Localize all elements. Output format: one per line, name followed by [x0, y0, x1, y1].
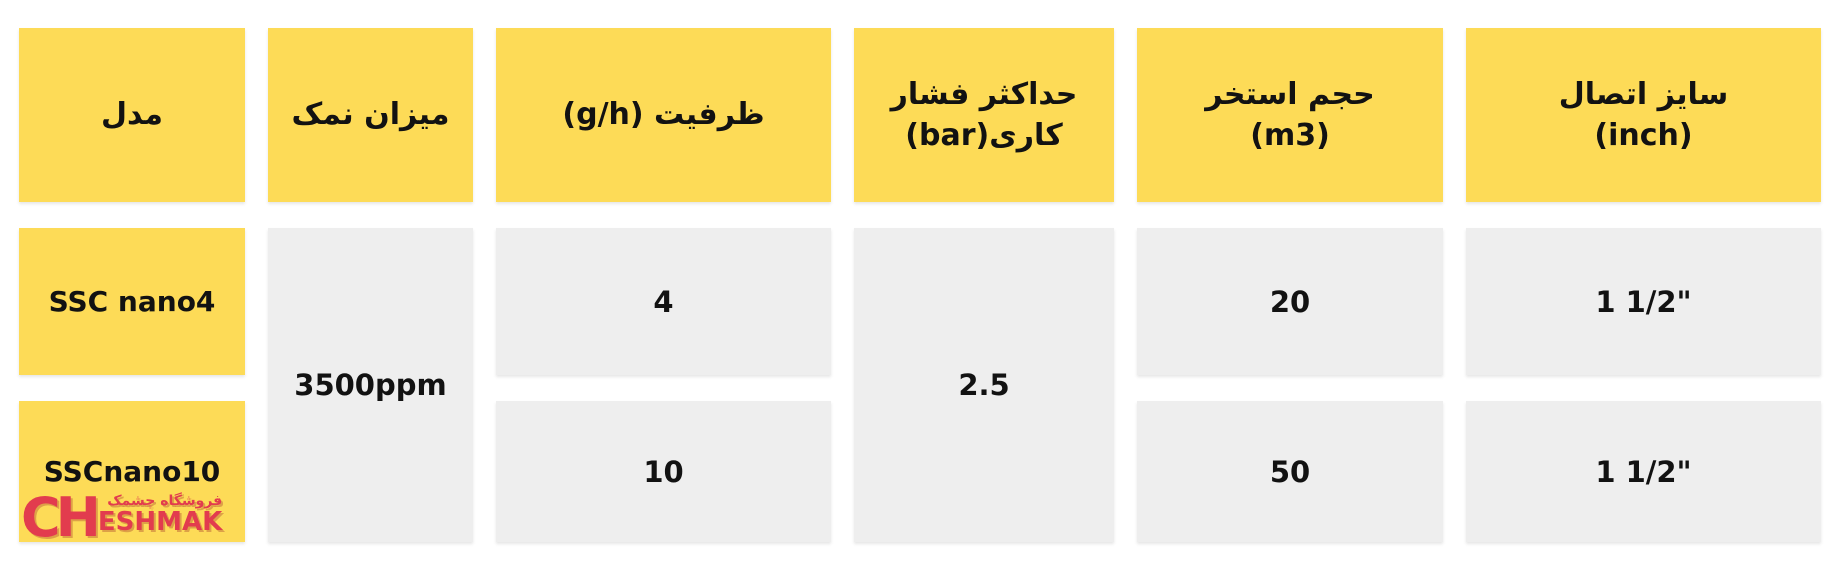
- header-connection-size-line1: سایز اتصال: [1558, 76, 1729, 112]
- cell-connection-size-row2: 1 1/2": [1466, 401, 1821, 542]
- cell-capacity-row2: 10: [496, 401, 831, 542]
- header-model-label: مدل: [101, 97, 163, 133]
- header-model: مدل: [19, 28, 245, 202]
- header-pool-volume-line1: حجم استخر: [1205, 76, 1375, 112]
- header-capacity: ظرفیت (g/h): [496, 28, 831, 202]
- connection-size-value: 1 1/2": [1595, 284, 1692, 319]
- cheshmak-logo-tagline: فروشگاه چشمک: [107, 493, 223, 509]
- cheshmak-logo: CH فروشگاه چشمک ESHMAK: [21, 486, 223, 549]
- cheshmak-logo-eshmak: ESHMAK: [97, 507, 223, 538]
- connection-size-value: 1 1/2": [1595, 454, 1692, 489]
- header-max-pressure-line1: حداکثر فشار: [890, 76, 1078, 112]
- pool-volume-value: 20: [1269, 284, 1311, 319]
- salt-level-value: 3500ppm: [294, 368, 447, 402]
- cell-pool-volume-row2: 50: [1137, 401, 1443, 542]
- cell-connection-size-row1: 1 1/2": [1466, 228, 1821, 375]
- header-salt-level-label: میزان نمک: [291, 97, 450, 133]
- model-name: SSCnano10: [43, 455, 221, 488]
- header-salt-level: میزان نمک: [268, 28, 473, 202]
- cheshmak-logo-ch: CH: [21, 486, 101, 549]
- model-name: SSC nano4: [48, 285, 216, 318]
- header-max-pressure: حداکثر فشار کاری(bar): [854, 28, 1114, 202]
- cell-salt-level-merged: 3500ppm: [268, 228, 473, 542]
- capacity-value: 10: [643, 454, 684, 489]
- cell-pool-volume-row1: 20: [1137, 228, 1443, 375]
- cell-model-row1: SSC nano4: [19, 228, 245, 375]
- header-connection-size: سایز اتصال (inch): [1466, 28, 1821, 202]
- spec-table: مدل میزان نمک ظرفیت (g/h) حداکثر فشار کا…: [19, 28, 1821, 542]
- max-pressure-value: 2.5: [958, 368, 1010, 402]
- cell-model-row2: SSCnano10: [19, 401, 245, 542]
- capacity-value: 4: [653, 284, 674, 319]
- header-connection-size-line2: (inch): [1594, 118, 1693, 153]
- header-max-pressure-line2: کاری(bar): [905, 118, 1063, 153]
- cell-capacity-row1: 4: [496, 228, 831, 375]
- header-capacity-label: ظرفیت (g/h): [562, 97, 765, 133]
- pool-volume-value: 50: [1269, 454, 1311, 489]
- cell-max-pressure-merged: 2.5: [854, 228, 1114, 542]
- header-pool-volume-line2: (m3): [1250, 118, 1330, 153]
- header-pool-volume: حجم استخر (m3): [1137, 28, 1443, 202]
